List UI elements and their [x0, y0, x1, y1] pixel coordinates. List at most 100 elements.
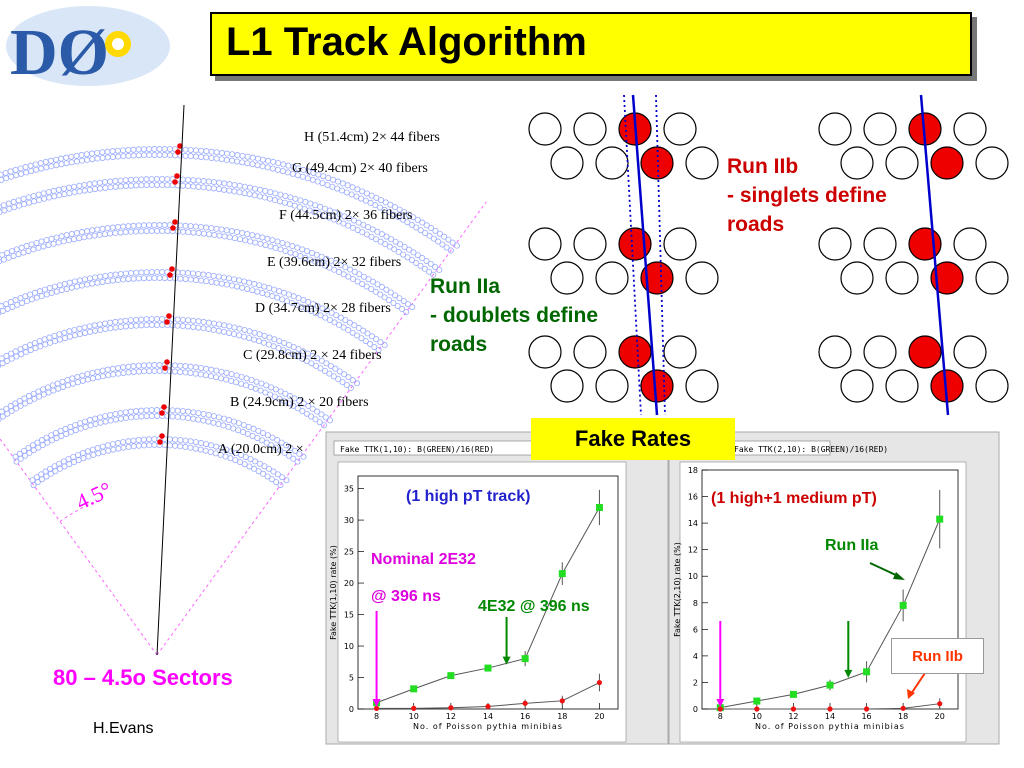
- fiber: [441, 233, 448, 240]
- data-point: [790, 706, 797, 712]
- fiber: [97, 326, 104, 333]
- fiber: [143, 182, 150, 189]
- fiber: [208, 148, 215, 155]
- fiber: [109, 148, 116, 155]
- fiber: [38, 165, 45, 172]
- fiber: [91, 232, 98, 239]
- fiber: [182, 222, 189, 229]
- fiber: [94, 368, 101, 375]
- fiber: [253, 378, 260, 385]
- fiber: [261, 283, 268, 290]
- fiber: [0, 310, 2, 316]
- fiber: [3, 405, 10, 412]
- fiber: [371, 343, 378, 350]
- fiber: [296, 450, 303, 457]
- fiber: [197, 446, 204, 453]
- fiber-hit: [167, 272, 173, 278]
- callout-arrowhead: [716, 699, 725, 707]
- fiber: [58, 155, 65, 162]
- fiber: [66, 184, 73, 191]
- fiber: [231, 188, 238, 195]
- fiber: [210, 320, 217, 327]
- fiber: [326, 370, 333, 377]
- fiber: [286, 393, 293, 400]
- fiber: [87, 422, 94, 429]
- fiber: [166, 146, 173, 153]
- run2a-line2: - doublets define: [430, 304, 598, 327]
- fiber: [392, 292, 399, 299]
- fiber: [321, 367, 328, 374]
- fiber: [290, 343, 297, 350]
- fiber: [281, 339, 288, 346]
- fiber: [133, 182, 140, 189]
- fiber: [112, 178, 119, 185]
- fiber: [264, 164, 271, 171]
- fiber: [386, 243, 393, 250]
- fiber: [20, 195, 27, 202]
- fiber: [12, 453, 19, 460]
- fiber: [236, 332, 243, 339]
- fiber: [109, 277, 116, 284]
- fiber: [241, 183, 248, 190]
- fiber-circle: [528, 227, 562, 261]
- fiber: [46, 334, 53, 341]
- fiber: [138, 228, 145, 235]
- fiber: [46, 285, 53, 292]
- fiber-circle: [818, 227, 852, 261]
- fiber: [395, 214, 402, 221]
- fiber: [182, 437, 189, 444]
- fiber: [388, 236, 395, 243]
- fiber: [312, 310, 319, 317]
- fiber: [241, 278, 248, 285]
- fiber: [200, 417, 207, 424]
- fiber: [48, 235, 55, 242]
- data-point: [789, 690, 797, 698]
- fiber: [102, 320, 109, 327]
- fiber: [125, 152, 132, 159]
- fiber: [32, 161, 39, 168]
- fiber: [174, 407, 181, 414]
- fiber: [117, 177, 124, 184]
- x-tick-label: 8: [374, 712, 379, 721]
- fiber: [122, 229, 129, 236]
- fiber: [187, 153, 194, 160]
- fiber: [335, 269, 342, 276]
- data-point: [937, 701, 943, 707]
- fiber: [215, 273, 222, 280]
- fiber: [68, 284, 75, 291]
- fiber: [42, 341, 49, 348]
- fiber: [148, 269, 155, 276]
- fiber: [216, 179, 223, 186]
- fiber: [261, 463, 268, 470]
- fiber: [153, 181, 160, 188]
- fiber: [322, 414, 329, 421]
- fiber: [318, 357, 325, 364]
- fiber: [94, 149, 101, 156]
- fiber: [308, 307, 315, 314]
- fiber: [151, 442, 158, 449]
- run2a-series-label: Run IIa: [825, 537, 879, 554]
- fiber: [78, 157, 85, 164]
- fiber: [312, 416, 319, 423]
- fiber: [354, 278, 361, 285]
- fiber: [35, 244, 42, 251]
- fiber: [156, 368, 163, 375]
- fiber: [47, 339, 54, 346]
- fiber: [347, 266, 354, 273]
- fiber: [13, 172, 20, 179]
- fiber: [45, 189, 52, 196]
- fiber: [0, 408, 5, 415]
- fiber: [336, 321, 343, 328]
- fiber: [221, 180, 228, 187]
- fiber: [319, 305, 326, 312]
- fiber: [166, 368, 173, 375]
- fiber: [378, 284, 385, 291]
- fiber: [277, 246, 284, 253]
- fiber: [225, 275, 232, 282]
- fiber: [284, 169, 291, 176]
- fiber: [239, 230, 246, 237]
- fiber: [295, 346, 302, 353]
- fiber: [400, 251, 407, 258]
- fiber: [349, 377, 356, 384]
